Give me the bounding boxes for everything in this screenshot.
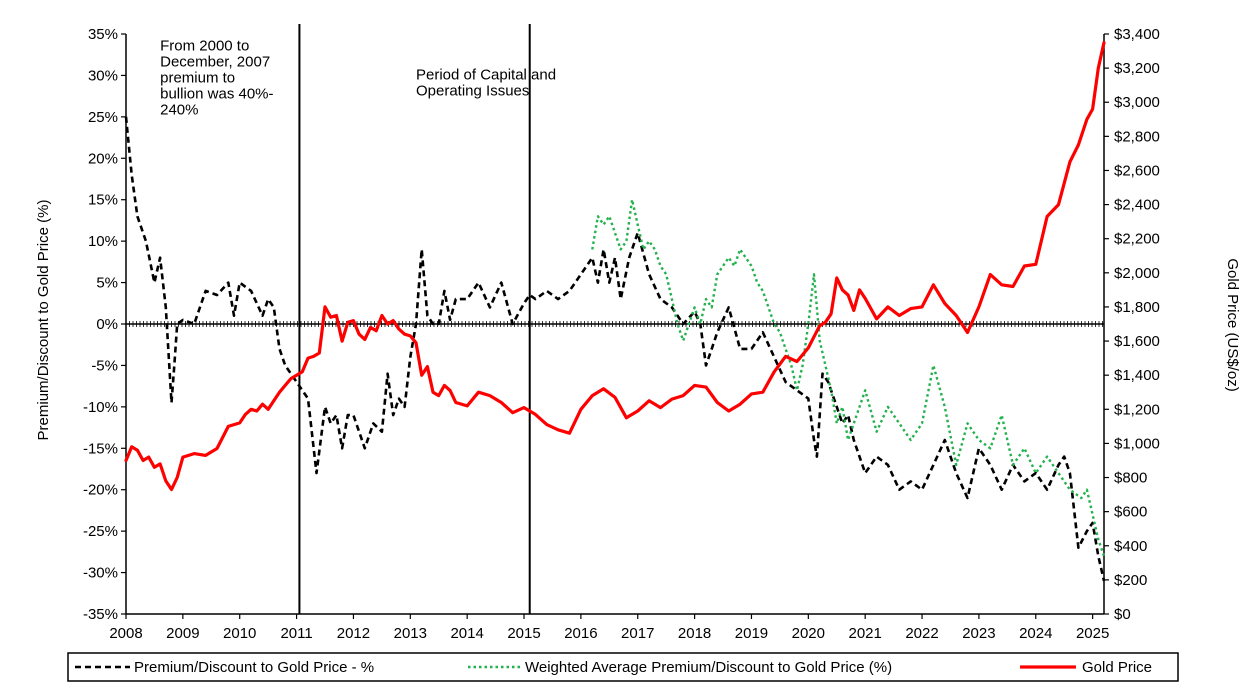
left-tick-label: 30% [88,67,118,84]
x-tick-label: 2019 [735,625,768,642]
right-tick-label: $2,600 [1114,162,1160,179]
right-tick-label: $2,200 [1114,231,1160,248]
zero-line-group [125,321,1104,327]
left-tick-label: -20% [83,482,118,499]
annotations: From 2000 to December, 2007 premium to bull… [160,38,556,119]
x-tick-label: 2013 [394,625,427,642]
left-tick-label: -30% [83,565,118,582]
left-tick-label: 20% [88,150,118,167]
right-tick-label: $1,600 [1114,333,1160,350]
x-tick-label: 2010 [223,625,256,642]
x-tick-label: 2017 [621,625,654,642]
left-tick-label: -5% [91,357,118,374]
left-tick-label: 0% [96,316,118,333]
right-tick-label: $1,400 [1114,367,1160,384]
left-tick-label: 15% [88,192,118,209]
left-tick-label: 10% [88,233,118,250]
y-axis-left-title: Premium/Discount to Gold Price (%) [35,200,52,441]
left-tick-label: -15% [83,440,118,457]
x-tick-label: 2023 [962,625,995,642]
left-tick-label: -10% [83,399,118,416]
right-tick-label: $400 [1114,538,1147,555]
left-tick-label: -25% [83,523,118,540]
x-tick-label: 2015 [507,625,540,642]
x-tick-label: 2018 [678,625,711,642]
annotation-pre-2008: From 2000 to December, 2007 premium to bull… [160,38,273,119]
legend-label: Premium/Discount to Gold Price - % [134,659,374,676]
annotation-line: bullion was 40%- [160,86,273,103]
right-tick-label: $1,200 [1114,401,1160,418]
weighted-average-premium-line [591,198,1106,557]
right-tick-label: $1,800 [1114,299,1160,316]
left-tick-label: 5% [96,275,118,292]
annotation-capital-issues: Period of Capital and Operating Issues [416,67,556,100]
x-tick-label: 2025 [1076,625,1109,642]
annotation-line: 240% [160,102,198,119]
x-tick-label: 2022 [905,625,938,642]
right-tick-label: $800 [1114,470,1147,487]
legend: Premium/Discount to Gold Price - % Weight… [67,652,1179,682]
legend-label: Gold Price [1082,659,1152,676]
right-tick-label: $3,400 [1114,26,1160,43]
left-tick-label: 35% [88,26,118,43]
x-tick-label: 2014 [450,625,483,642]
right-tick-label: $2,800 [1114,128,1160,145]
left-tick-label: 25% [88,109,118,126]
y-axis-right-title: Gold Price (US$/oz) [1224,258,1240,391]
right-tick-label: $0 [1114,606,1131,623]
annotation-line: December, 2007 [160,54,270,71]
x-tick-label: 2011 [280,625,312,642]
x-tick-label: 2009 [166,625,199,642]
x-tick-label: 2016 [564,625,597,642]
x-tick-label: 2021 [848,625,881,642]
right-tick-label: $3,000 [1114,94,1160,111]
right-tick-label: $2,000 [1114,265,1160,282]
left-tick-label: -35% [83,606,118,623]
right-tick-label: $1,000 [1114,435,1160,452]
premium-discount-line [124,116,1106,582]
annotation-line: From 2000 to [160,38,249,55]
x-tick-label: 2008 [109,625,142,642]
right-tick-label: $3,200 [1114,60,1160,77]
gold-price-line [124,40,1106,492]
x-tick-label: 2012 [337,625,370,642]
annotation-line: Operating Issues [416,83,529,100]
right-tick-label: $200 [1114,572,1147,589]
x-tick-label: 2024 [1019,625,1052,642]
period-separators [298,24,531,614]
left-y-ticks: 35% 30% 25% 20% 15% 10% 5% 0% -5% -10% -15% -20% -25… [83,26,126,623]
right-tick-label: $600 [1114,504,1147,521]
legend-box [67,652,1179,682]
x-ticks: 2008 2009 2010 2011 2012 2013 2014 2015 2016 2017… [109,614,1109,642]
annotation-line: premium to [160,70,235,87]
x-tick-label: 2020 [792,625,825,642]
annotation-line: Period of Capital and [416,67,556,84]
legend-label: Weighted Average Premium/Discount to Gol… [525,659,892,676]
right-y-ticks: $3,400 $3,200 $3,000 $2,800 $2,600 $2,400 $2,2… [1104,26,1160,623]
series-layer [124,40,1106,582]
right-tick-label: $2,400 [1114,197,1160,214]
